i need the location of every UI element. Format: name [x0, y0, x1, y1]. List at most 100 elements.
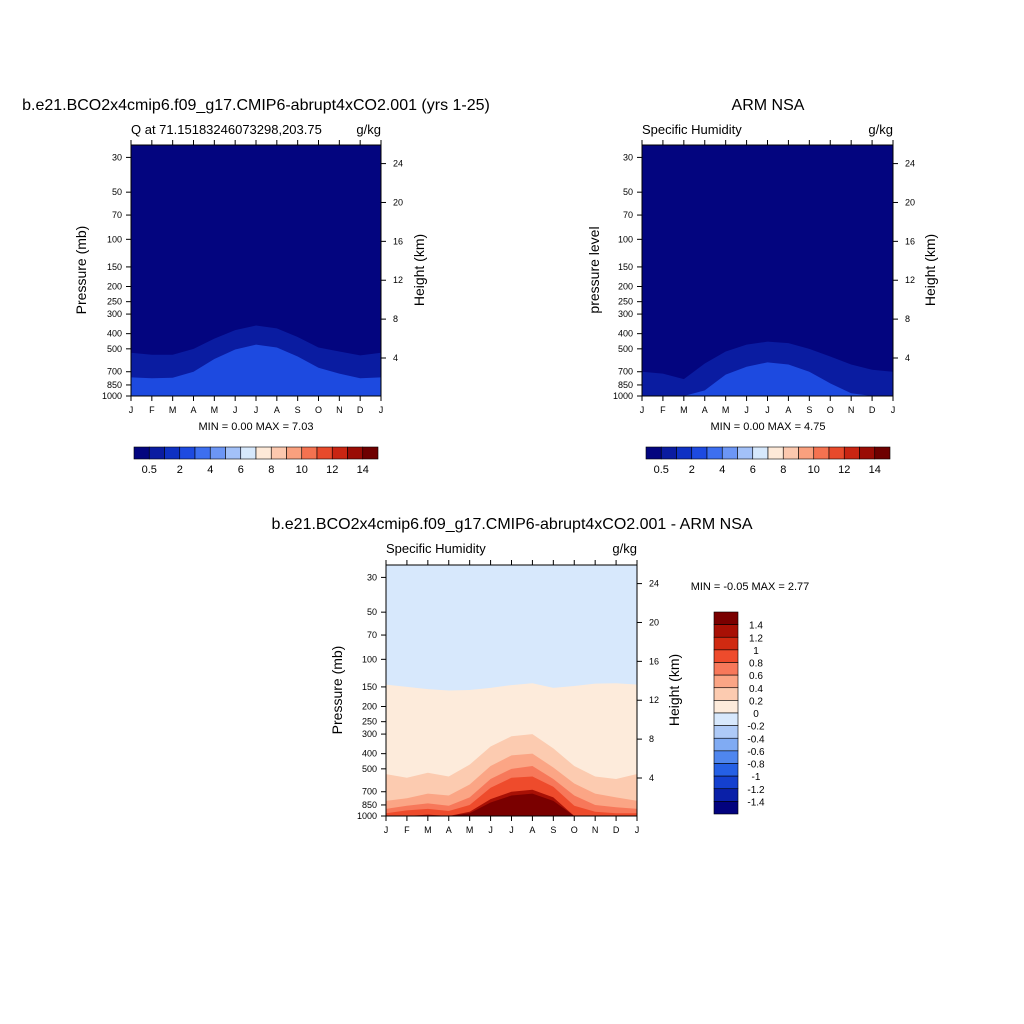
diff-colorbar-label: -1 — [752, 772, 761, 783]
diff-colorbar-label: 1.4 — [749, 621, 763, 632]
diff-colorbar-swatch — [713, 801, 739, 815]
diff-colorbar-label: -1.2 — [747, 785, 765, 796]
model-colorbar-label: 4 — [207, 464, 213, 476]
panel-obs: ARM NSA Specific Humidity g/kg J F M A M J J A S… — [586, 97, 938, 476]
obs-colorbar-swatch — [798, 446, 815, 460]
model-colorbar-swatch — [270, 446, 287, 460]
diff-colorbar-label: -0.8 — [747, 760, 765, 771]
model-pressure-label: 300 — [107, 309, 122, 319]
model-colorbar-swatch — [133, 446, 150, 460]
diff-colorbar-swatch — [713, 775, 739, 790]
diff-colorbar-swatch — [713, 636, 739, 651]
model-month-label: O — [315, 405, 322, 415]
diff-month-label: N — [592, 825, 599, 835]
obs-height-label: 24 — [905, 159, 915, 169]
model-contour-band — [131, 344, 381, 396]
diff-month-label: A — [529, 825, 535, 835]
obs-colorbar-swatch — [828, 446, 845, 460]
diff-pressure-axis-label: Pressure (mb) — [329, 646, 345, 735]
model-pressure-label: 70 — [112, 210, 122, 220]
diff-left-title: Specific Humidity — [386, 541, 486, 556]
obs-month-label: S — [806, 405, 812, 415]
obs-height-label: 12 — [905, 275, 915, 285]
obs-height-label: 16 — [905, 236, 915, 246]
model-month-label: A — [274, 405, 280, 415]
model-pressure-label: 700 — [107, 367, 122, 377]
diff-colorbar: 1.41.2 1 0.80.6 0.40.2 0 -0.2-0.4 -0.6 -0.8-1 -1… — [713, 611, 765, 815]
model-pressure-axis-label: Pressure (mb) — [73, 226, 89, 315]
diff-colorbar-label: 0.2 — [749, 696, 763, 707]
model-colorbar-label: 10 — [296, 464, 308, 476]
model-height-label: 8 — [393, 314, 398, 324]
obs-height-axis-label: Height (km) — [922, 234, 938, 306]
model-colorbar-swatch — [286, 446, 303, 460]
diff-colorbar-swatch — [713, 700, 739, 714]
obs-pressure-label: 70 — [623, 210, 633, 220]
obs-suptitle: ARM NSA — [732, 97, 805, 114]
obs-pressure-axis-label: pressure level — [586, 226, 602, 313]
diff-month-label: A — [446, 825, 452, 835]
obs-units-title: g/kg — [868, 122, 893, 137]
diff-pressure-label: 30 — [367, 572, 377, 582]
obs-colorbar-label: 12 — [838, 464, 850, 476]
model-colorbar-swatch — [347, 446, 364, 460]
model-colorbar-label: 12 — [326, 464, 338, 476]
model-month-label: J — [233, 405, 238, 415]
obs-colorbar-label: 4 — [719, 464, 725, 476]
diff-pressure-label: 300 — [362, 729, 377, 739]
diff-month-label: D — [613, 825, 620, 835]
obs-colorbar-swatch — [843, 446, 860, 460]
obs-colorbar-label: 0.5 — [654, 464, 669, 476]
model-month-label: J — [379, 405, 384, 415]
obs-month-label: M — [680, 405, 688, 415]
diff-pressure-label: 1000 — [357, 811, 377, 821]
obs-stats: MIN = 0.00 MAX = 4.75 — [711, 421, 826, 433]
model-pressure-label: 500 — [107, 344, 122, 354]
model-plot-area: J F M A M J J A S O N D J 30 50 70 100 150 200 250 300 400 500… — [102, 140, 403, 415]
model-height-label: 20 — [393, 197, 403, 207]
model-height-label: 12 — [393, 275, 403, 285]
obs-colorbar-swatch — [859, 446, 876, 460]
diff-month-label: J — [509, 825, 514, 835]
model-colorbar-label: 2 — [177, 464, 183, 476]
obs-colorbar-swatch — [874, 446, 891, 460]
obs-month-label: F — [660, 405, 666, 415]
model-colorbar-swatch — [225, 446, 242, 460]
obs-pressure-label: 700 — [618, 367, 633, 377]
model-suptitle: b.e21.BCO2x4cmip6.f09_g17.CMIP6-abrupt4x… — [22, 97, 490, 114]
obs-month-label: J — [891, 405, 896, 415]
diff-colorbar-label: 0.8 — [749, 659, 763, 670]
diff-pressure-label: 500 — [362, 764, 377, 774]
panel-model: b.e21.BCO2x4cmip6.f09_g17.CMIP6-abrupt4x… — [22, 97, 490, 476]
obs-month-label: J — [765, 405, 770, 415]
obs-pressure-label: 1000 — [613, 391, 633, 401]
obs-pressure-label: 400 — [618, 329, 633, 339]
diff-height-label: 24 — [649, 579, 659, 589]
obs-height-label: 4 — [905, 353, 910, 363]
obs-pressure-label: 100 — [618, 234, 633, 244]
diff-colorbar-swatch — [713, 750, 739, 764]
obs-colorbar-swatch — [706, 446, 723, 460]
obs-height-label: 8 — [905, 314, 910, 324]
model-month-label: J — [254, 405, 259, 415]
obs-month-label: D — [869, 405, 876, 415]
diff-month-label: F — [404, 825, 410, 835]
obs-colorbar-swatch — [691, 446, 708, 460]
obs-colorbar-swatch — [660, 446, 677, 460]
model-height-label: 4 — [393, 353, 398, 363]
diff-colorbar-label: -0.2 — [747, 722, 765, 733]
diff-height-label: 20 — [649, 617, 659, 627]
diff-height-label: 12 — [649, 695, 659, 705]
model-month-label: S — [295, 405, 301, 415]
diff-pressure-label: 700 — [362, 787, 377, 797]
diff-plot-area: J F M A M J J A S O N D J 30 50 70 100 150 200 250 300 400 500… — [357, 560, 659, 835]
diff-colorbar-label: 0.6 — [749, 671, 763, 682]
obs-height-label: 20 — [905, 197, 915, 207]
diff-colorbar-label: 1.2 — [749, 633, 763, 644]
model-colorbar: 0.5 2 4 6 8 10 12 14 — [133, 446, 379, 476]
model-pressure-label: 30 — [112, 152, 122, 162]
diff-colorbar-swatch — [713, 763, 739, 777]
panel-diff: b.e21.BCO2x4cmip6.f09_g17.CMIP6-abrupt4x… — [271, 516, 809, 835]
diff-colorbar-swatch — [713, 662, 739, 676]
